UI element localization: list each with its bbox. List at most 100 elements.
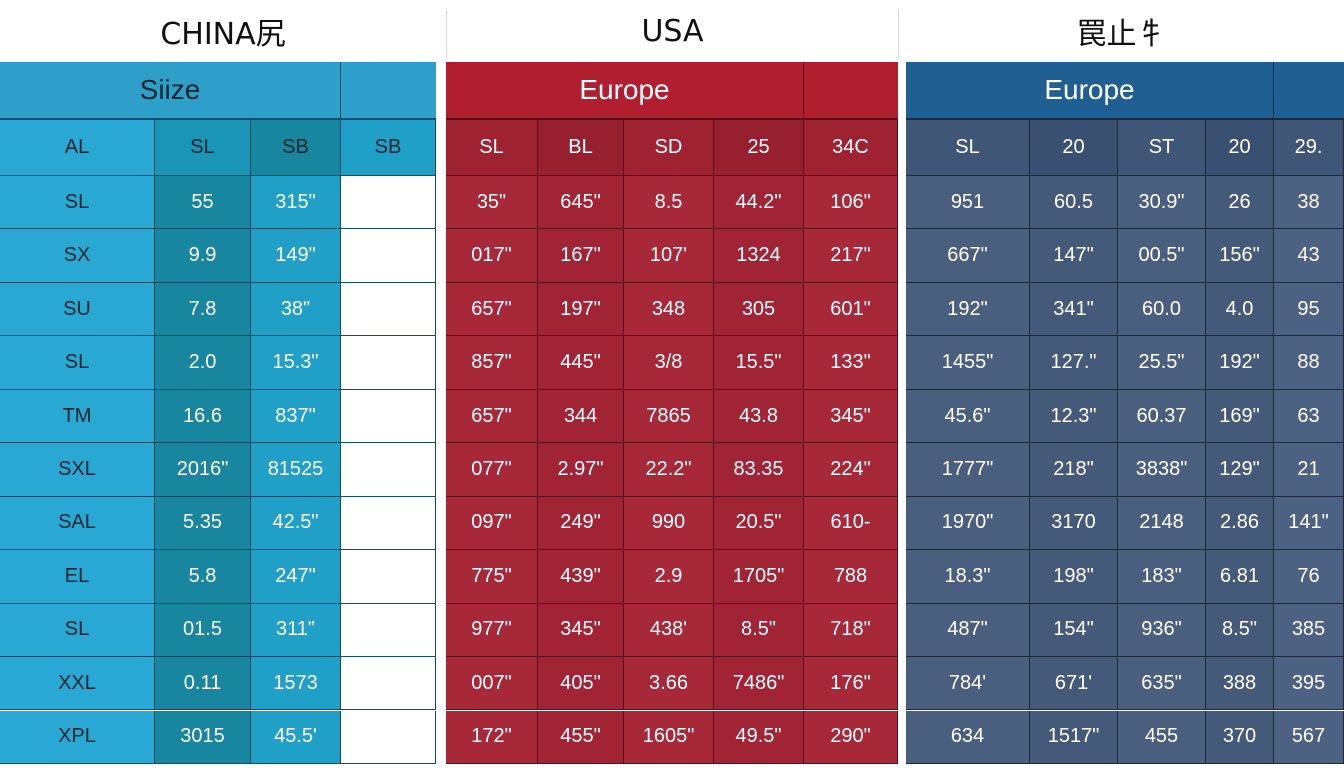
table-cell: 135" — [341, 336, 436, 390]
title-divider — [446, 10, 447, 58]
table-cell: 249" — [538, 496, 624, 551]
table-cell: 60.5 — [1030, 176, 1118, 230]
table-cell: 30.9" — [1118, 176, 1206, 230]
table-cell: 290" — [804, 710, 898, 764]
table-cell: 60.0 — [1118, 282, 1206, 337]
table-cell: 185 — [341, 282, 436, 337]
size-label: SL — [0, 176, 155, 230]
size-label: EL — [0, 550, 155, 604]
column-header: SL — [446, 118, 538, 176]
table-cell: 42.5" — [251, 496, 341, 551]
table-cell: 35" — [446, 176, 538, 230]
table-cell: 7.8 — [155, 282, 251, 337]
table-cell: 7.45 — [341, 657, 436, 711]
table-cell: 344 — [538, 389, 624, 444]
table-cell: 133" — [804, 336, 898, 390]
table-cell: 439" — [538, 550, 624, 604]
table-cell: 077" — [446, 443, 538, 497]
column-header: 25 — [714, 118, 804, 176]
table-cell: 2.0 — [155, 336, 251, 390]
table-cell: 247" — [251, 550, 341, 604]
panel-header-extension — [804, 62, 898, 118]
table-cell: 097" — [446, 496, 538, 551]
table-cell: 601" — [804, 282, 898, 337]
table-cell: 1605" — [624, 710, 714, 764]
table-cell: 23.4" — [341, 389, 436, 444]
table-cell: 977" — [446, 603, 538, 658]
table-cell: 45.5' — [251, 710, 341, 764]
table-cell: 5.8 — [155, 550, 251, 604]
column-header: SB — [251, 118, 341, 176]
table-cell: 3/8 — [624, 336, 714, 390]
table-cell: 311" — [251, 603, 341, 658]
size-label: SAL — [0, 496, 155, 551]
size-panel-usa: Europe SL BL SD 25 34C 35" 645" 8.5 44.2" 106" 017"… — [446, 62, 898, 768]
table-cell: 107' — [624, 229, 714, 283]
table-cell: 52.3" — [341, 550, 436, 604]
title-divider — [898, 10, 899, 58]
table-cell: 405" — [538, 657, 624, 711]
table-cell: 9.9 — [155, 229, 251, 283]
table-cell: 7865 — [624, 389, 714, 444]
table-cell: 4.0 — [1206, 282, 1274, 337]
table-cell: 43 — [1274, 229, 1344, 283]
table-cell: 20.5" — [714, 496, 804, 551]
table-cell: 22.2" — [624, 443, 714, 497]
region-title-china: CHINA尻 — [160, 17, 286, 52]
table-cell: 3015 — [155, 710, 251, 764]
region-title-usa: USA — [641, 13, 704, 49]
table-cell: 990 — [624, 496, 714, 551]
table-cell: 253" — [341, 229, 436, 283]
table-cell: 154" — [1030, 603, 1118, 658]
column-header: BL — [538, 118, 624, 176]
panel-gap — [436, 62, 446, 768]
table-cell: 5.35 — [155, 496, 251, 551]
panel-header: Siize — [0, 62, 341, 118]
column-header: 29. — [1274, 118, 1344, 176]
table-cell: 38 — [1274, 176, 1344, 230]
table-cell: 305 — [714, 282, 804, 337]
table-cell: 198" — [1030, 550, 1118, 604]
table-cell: 345" — [538, 603, 624, 658]
size-label: SX — [0, 229, 155, 283]
table-cell: 951 — [906, 176, 1030, 230]
table-cell: 224" — [804, 443, 898, 497]
table-cell: 63 — [1274, 389, 1344, 444]
table-cell: 7486" — [714, 657, 804, 711]
table-cell: 83.35 — [714, 443, 804, 497]
table-cell: 95 — [1274, 282, 1344, 337]
table-cell: 8.5" — [1206, 603, 1274, 658]
table-cell: 183" — [1118, 550, 1206, 604]
panel-header-extension — [1274, 62, 1344, 118]
table-cell: 345" — [804, 389, 898, 444]
table-cell: 645" — [538, 176, 624, 230]
table-cell: 0.11 — [155, 657, 251, 711]
table-cell: 455 — [1118, 710, 1206, 764]
column-header: 34C — [804, 118, 898, 176]
table-cell: 936" — [1118, 603, 1206, 658]
table-cell: 35.3" — [341, 496, 436, 551]
table-cell: 3838" — [1118, 443, 1206, 497]
table-cell: 169" — [1206, 389, 1274, 444]
table-cell: 15.5" — [714, 336, 804, 390]
size-label: SXL — [0, 443, 155, 497]
table-cell: 1705" — [714, 550, 804, 604]
table-cell: 6.5 — [341, 176, 436, 230]
table-cell: 857" — [446, 336, 538, 390]
table-cell: 634 — [906, 710, 1030, 764]
region-title-third: 罠止牜 — [1076, 17, 1167, 52]
table-cell: 1455" — [906, 336, 1030, 390]
table-cell: 455" — [538, 710, 624, 764]
table-cell: 16.6 — [155, 389, 251, 444]
table-cell: 49.5" — [714, 710, 804, 764]
table-cell: 1324 — [714, 229, 804, 283]
table-cell: 2148 — [1118, 496, 1206, 551]
size-label: SU — [0, 282, 155, 337]
column-header: 20 — [1030, 118, 1118, 176]
table-cell: 176" — [804, 657, 898, 711]
table-cell: 438' — [624, 603, 714, 658]
table-cell: 18.3" — [906, 550, 1030, 604]
table-cell: 1970" — [906, 496, 1030, 551]
table-cell: 017" — [446, 229, 538, 283]
table-cell: 217" — [804, 229, 898, 283]
